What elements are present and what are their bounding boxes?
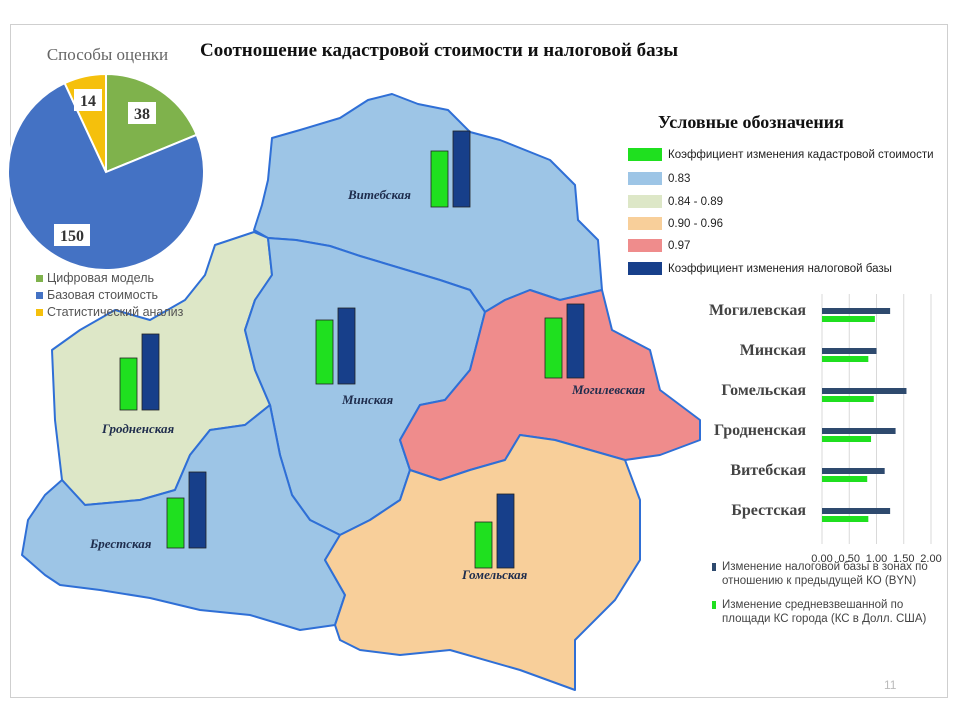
- bar-chart-legend: Изменение налоговой базы в зонах по отно…: [712, 560, 942, 626]
- bar-legend-item: Изменение средневзвешанной по площади КС…: [712, 598, 942, 626]
- legend-item: Коэффициент изменения налоговой базы: [628, 262, 892, 275]
- legend-marker: [712, 601, 716, 609]
- bar-legend-item: Изменение налоговой базы в зонах по отно…: [712, 560, 942, 588]
- category-label: Витебская: [730, 462, 806, 479]
- legend-swatch: [36, 292, 43, 299]
- legend-label: Коэффициент изменения кадастровой стоимо…: [668, 148, 934, 161]
- map-bar-green-minsk: [315, 319, 334, 385]
- legend-label: 0.97: [668, 239, 691, 252]
- category-label: Гродненская: [714, 422, 806, 439]
- bar-legend-label: Изменение средневзвешанной по площади КС…: [722, 599, 927, 625]
- map-bar-navy-brest: [188, 471, 207, 549]
- map-bar-green-gomel: [474, 521, 493, 569]
- region-label-grodno: Гродненская: [102, 421, 175, 436]
- pie-legend-item: Цифровая модель: [36, 270, 183, 287]
- legend-marker: [712, 563, 716, 571]
- legend-label: Коэффициент изменения налоговой базы: [668, 262, 892, 275]
- pie-legend-label: Цифровая модель: [47, 271, 155, 285]
- region-label-minsk: Минская: [342, 392, 394, 407]
- legend-label: 0.84 - 0.89: [668, 195, 723, 208]
- legend-item: 0.90 - 0.96: [628, 217, 723, 230]
- legend-item: 0.84 - 0.89: [628, 195, 723, 208]
- legend-item: 0.83: [628, 172, 690, 185]
- pie-legend-item: Базовая стоимость: [36, 287, 183, 304]
- legend-swatch: [628, 172, 662, 185]
- legend-title: Условные обозначения: [658, 112, 844, 132]
- map-bar-navy-vitebsk: [452, 130, 471, 208]
- category-label: Могилевская: [708, 302, 806, 319]
- pie-legend-item: Статистический анализ: [36, 304, 183, 321]
- legend-swatch: [628, 148, 662, 161]
- region-label-mogilev: Могилевская: [572, 382, 646, 397]
- legend-swatch: [628, 239, 662, 252]
- category-label: Минская: [739, 342, 806, 359]
- map-bar-green-grodno: [119, 357, 138, 411]
- map-bar-navy-minsk: [337, 307, 356, 385]
- map-bar-navy-mogilev: [566, 303, 585, 379]
- map-bar-green-mogilev: [544, 317, 563, 379]
- pie-legend-label: Статистический анализ: [47, 305, 184, 319]
- legend-swatch: [36, 309, 43, 316]
- legend-swatch: [628, 262, 662, 275]
- region-label-brest: Брестская: [90, 536, 152, 551]
- legend-swatch: [628, 195, 662, 208]
- map-bar-green-brest: [166, 497, 185, 549]
- legend-swatch: [628, 217, 662, 230]
- pie-title: Способы оценки: [46, 45, 169, 64]
- map-bar-green-vitebsk: [430, 150, 449, 208]
- map-bars: [119, 130, 585, 569]
- category-label: Гомельская: [721, 382, 806, 399]
- page-title: Соотношение кадастровой стоимости и нало…: [200, 40, 679, 61]
- legend-label: 0.90 - 0.96: [668, 217, 723, 230]
- pie-legend-label: Базовая стоимость: [47, 288, 159, 302]
- legend-item: Коэффициент изменения кадастровой стоимо…: [628, 148, 934, 161]
- bar-legend-label: Изменение налоговой базы в зонах по отно…: [722, 561, 928, 587]
- pie-legend: Цифровая модель Базовая стоимость Статис…: [36, 270, 183, 321]
- legend-item: 0.97: [628, 239, 690, 252]
- region-label-gomel: Гомельская: [462, 567, 528, 582]
- category-label: Брестская: [731, 502, 806, 519]
- map-bar-navy-grodno: [141, 333, 160, 411]
- region-label-vitebsk: Витебская: [348, 187, 411, 202]
- page-number: 11: [884, 678, 897, 692]
- legend-swatch: [36, 275, 43, 282]
- map-bar-navy-gomel: [496, 493, 515, 569]
- legend-label: 0.83: [668, 172, 691, 185]
